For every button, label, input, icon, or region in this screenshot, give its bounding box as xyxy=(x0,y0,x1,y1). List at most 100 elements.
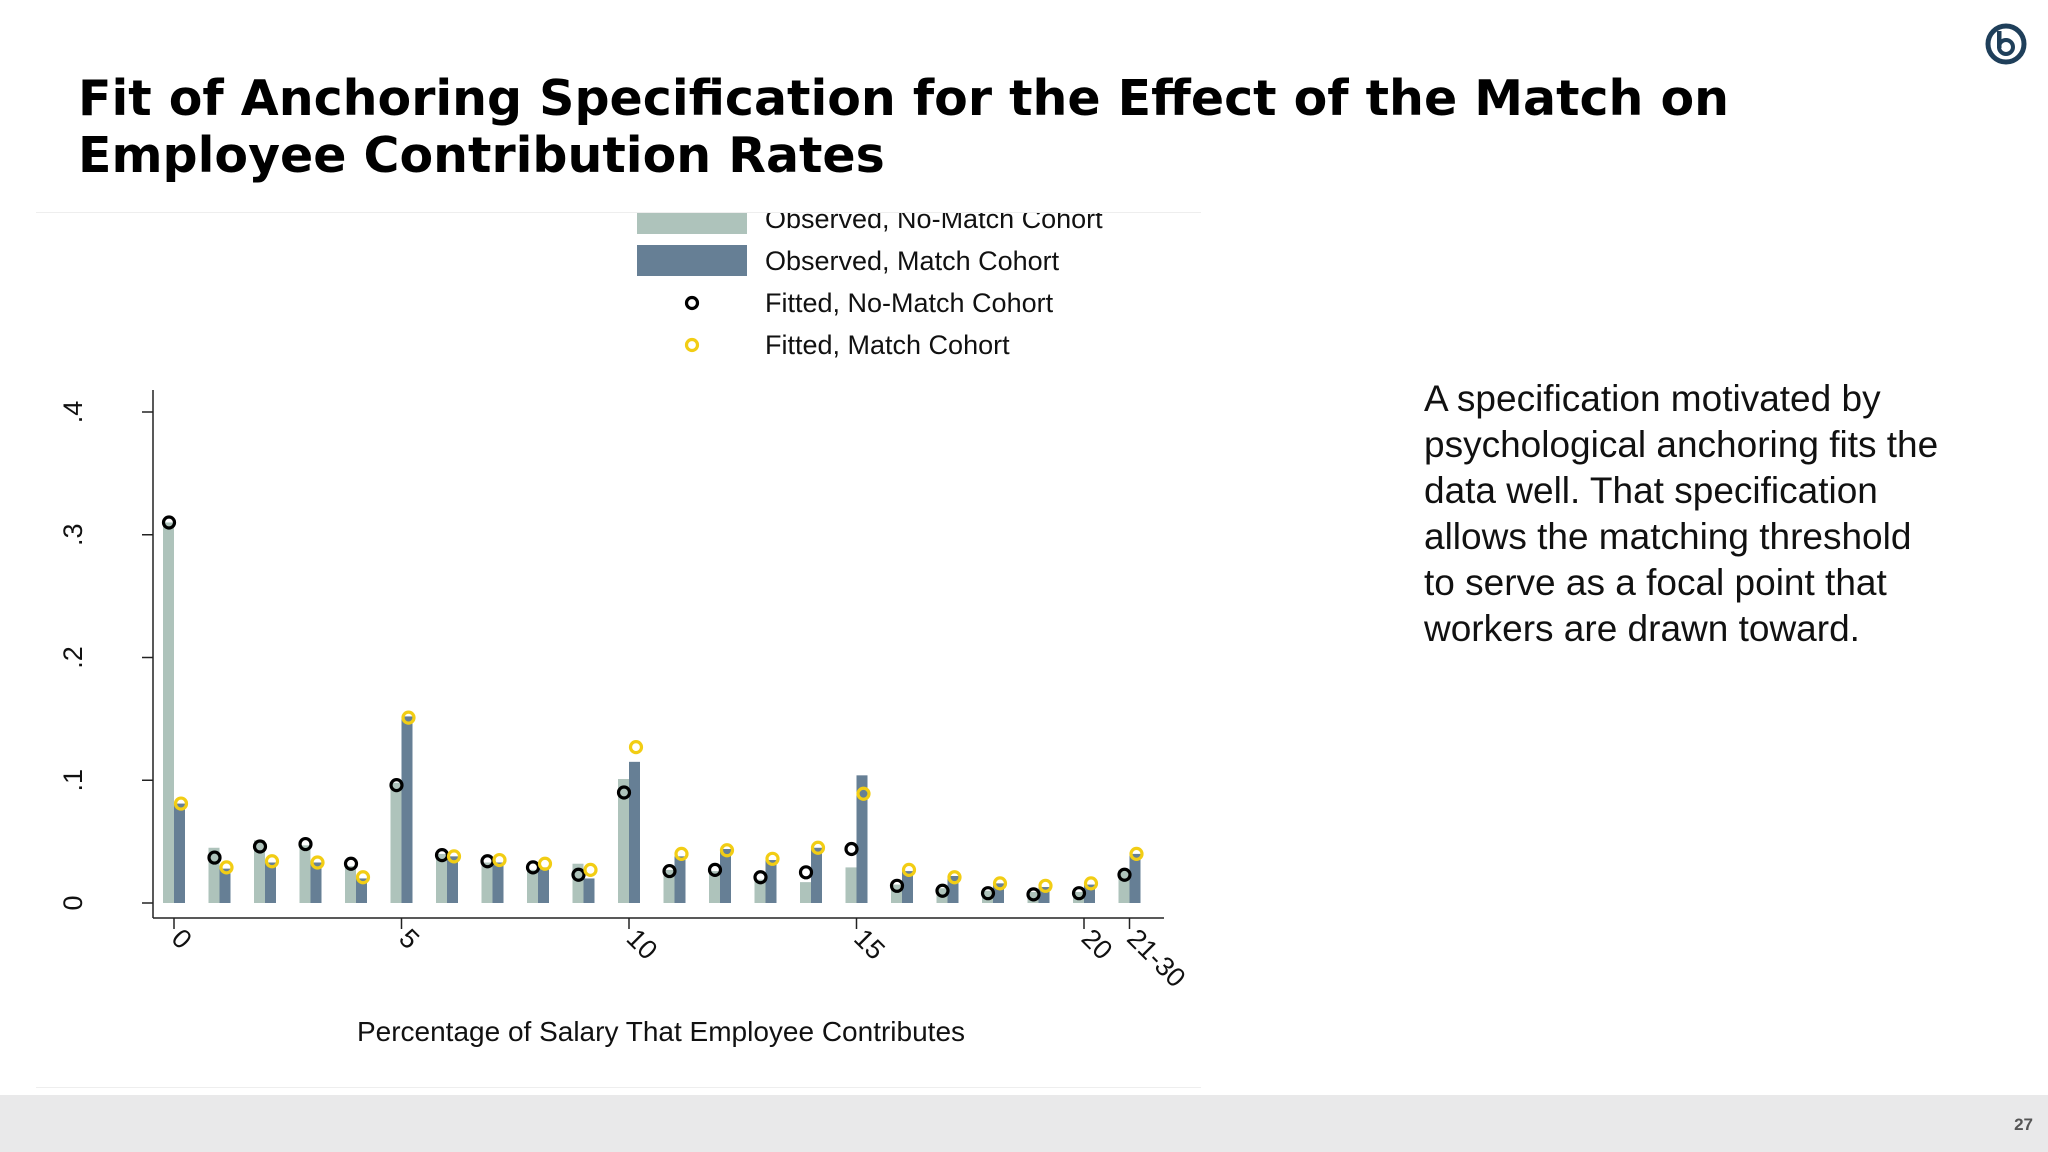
bar-observed-no-match xyxy=(163,522,174,903)
y-tick-label: 0 xyxy=(58,895,88,910)
legend-label: Fitted, Match Cohort xyxy=(765,330,1010,360)
bar-observed-no-match xyxy=(800,882,811,903)
bar-observed-no-match xyxy=(208,847,220,903)
point-fitted-no-match xyxy=(980,886,996,901)
y-tick-label: .4 xyxy=(58,401,88,424)
point-fitted-no-match xyxy=(616,785,632,800)
point-fitted-no-match xyxy=(343,856,359,871)
bars-group xyxy=(163,522,1141,903)
chart-panel: 0 .1 .2 .3 .4 0 5 10 15 20 21-30 Observed, No-Matc… xyxy=(36,212,1201,1088)
point-fitted-no-match xyxy=(525,860,541,875)
page-number: 27 xyxy=(2014,1115,2033,1134)
bar-observed-match xyxy=(538,867,549,903)
point-fitted-no-match xyxy=(571,867,586,882)
bar-observed-match xyxy=(310,862,322,903)
legend-swatch xyxy=(637,213,747,234)
bar-observed-no-match xyxy=(1118,869,1130,903)
bar-observed-no-match xyxy=(345,866,356,903)
point-fitted-no-match xyxy=(207,850,222,865)
bar-observed-match xyxy=(492,862,504,903)
bar-observed-match xyxy=(902,871,913,903)
point-fitted-match xyxy=(492,852,507,868)
bar-observed-match xyxy=(811,847,822,903)
side-description: A specification motivated by psychologic… xyxy=(1424,378,1939,649)
bar-observed-match xyxy=(1084,884,1095,903)
y-tick-label: .3 xyxy=(58,523,88,546)
bar-observed-no-match xyxy=(299,845,311,903)
point-fitted-no-match xyxy=(1071,886,1087,901)
point-fitted-match xyxy=(1083,876,1099,891)
point-fitted-no-match xyxy=(798,865,814,880)
x-tick-label: 10 xyxy=(621,923,663,965)
point-fitted-no-match xyxy=(844,841,859,857)
point-fitted-match xyxy=(628,740,644,755)
point-fitted-match xyxy=(674,846,689,862)
points-group xyxy=(161,515,1144,902)
slide-title: Fit of Anchoring Specification for the E… xyxy=(78,70,1730,184)
bar-observed-match xyxy=(674,856,686,903)
point-fitted-no-match xyxy=(161,515,177,530)
point-fitted-no-match xyxy=(298,836,313,852)
bar-observed-match xyxy=(856,775,868,903)
bar-observed-no-match xyxy=(436,853,447,903)
point-fitted-match xyxy=(355,870,371,885)
bar-observed-no-match xyxy=(572,863,584,903)
point-fitted-no-match xyxy=(889,878,905,893)
point-fitted-match xyxy=(537,856,553,871)
point-fitted-match xyxy=(856,786,871,801)
x-tick-label: 0 xyxy=(166,923,198,955)
bar-observed-no-match xyxy=(527,869,538,903)
legend-marker xyxy=(684,337,700,353)
bar-observed-no-match xyxy=(891,884,902,903)
point-fitted-match xyxy=(901,862,917,877)
bar-observed-no-match xyxy=(663,869,675,903)
bar-observed-no-match xyxy=(709,871,720,903)
footer-bar: 27 xyxy=(0,1095,2048,1152)
point-fitted-match xyxy=(992,876,1008,891)
point-fitted-match xyxy=(310,855,325,870)
x-tick-label: 20 xyxy=(1076,923,1118,965)
x-axis-label: Percentage of Salary That Employee Contr… xyxy=(357,1016,965,1047)
bar-observed-match xyxy=(720,848,731,903)
chart-legend: Observed, No-Match Cohort Observed, Match… xyxy=(637,213,1103,360)
y-tick-label: .1 xyxy=(58,769,88,792)
bar-observed-match xyxy=(583,878,595,903)
bar-observed-no-match xyxy=(618,779,629,903)
bar-observed-match xyxy=(447,856,458,903)
y-tick-label: .2 xyxy=(58,646,88,669)
bar-observed-match xyxy=(265,862,276,903)
point-fitted-no-match xyxy=(707,862,723,877)
point-fitted-match xyxy=(765,851,780,866)
bar-observed-match xyxy=(401,716,413,903)
bar-observed-match xyxy=(947,875,959,903)
point-fitted-match xyxy=(219,860,234,875)
bar-observed-match xyxy=(1038,887,1050,903)
bar-observed-no-match xyxy=(845,867,857,903)
bar-observed-match xyxy=(993,883,1004,903)
point-fitted-no-match xyxy=(389,778,404,793)
bar-observed-no-match xyxy=(481,862,493,903)
x-tick-label: 15 xyxy=(848,923,890,965)
point-fitted-no-match xyxy=(252,839,268,854)
legend-label: Fitted, No-Match Cohort xyxy=(765,288,1054,318)
bar-observed-no-match xyxy=(1027,891,1039,903)
point-fitted-match xyxy=(947,870,962,885)
bar-observed-no-match xyxy=(390,782,402,903)
point-fitted-match xyxy=(173,796,189,811)
point-fitted-match xyxy=(264,854,280,869)
bar-observed-match xyxy=(219,868,231,903)
point-fitted-match xyxy=(583,862,598,877)
point-fitted-match xyxy=(810,840,826,855)
bar-observed-match xyxy=(629,761,640,903)
point-fitted-match xyxy=(1038,878,1053,893)
point-fitted-no-match xyxy=(753,870,768,885)
legend-swatch xyxy=(637,245,747,276)
point-fitted-no-match xyxy=(1117,867,1132,882)
legend-label: Observed, No-Match Cohort xyxy=(765,213,1103,234)
point-fitted-match xyxy=(401,710,416,725)
point-fitted-no-match xyxy=(662,863,677,879)
bar-observed-match xyxy=(174,803,185,903)
x-tick-label: 5 xyxy=(393,923,425,955)
bar-observed-no-match xyxy=(982,890,993,903)
point-fitted-no-match xyxy=(935,883,950,898)
